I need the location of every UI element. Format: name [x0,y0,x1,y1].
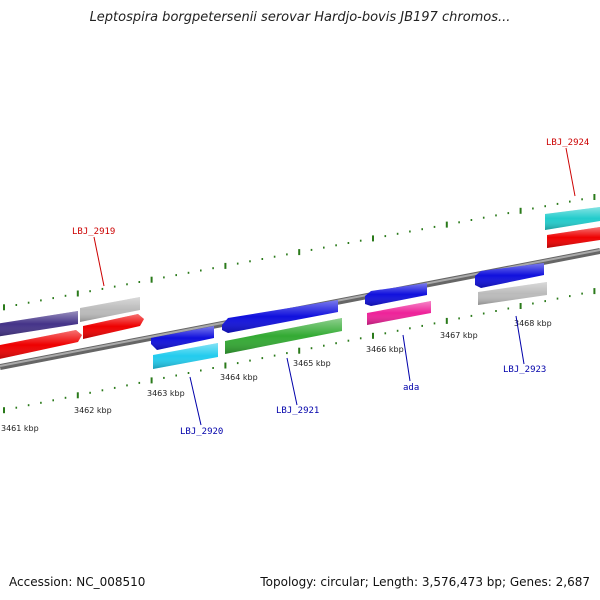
accession-text: Accession: NC_008510 [9,575,146,589]
gene-label-lbj-2919[interactable]: LBJ_2919 [72,227,115,237]
kbp-labels: 3461 kbp 3462 kbp 3463 kbp 3464 kbp 3465… [1,319,552,433]
kbp-label: 3466 kbp [366,345,404,354]
gene-label-lbj-2924[interactable]: LBJ_2924 [546,138,589,148]
kbp-label: 3461 kbp [1,424,39,433]
gene-label-lbj-2923[interactable]: LBJ_2923 [503,365,546,375]
gene-label-lbj-2920[interactable]: LBJ_2920 [180,427,223,437]
kbp-label: 3464 kbp [220,373,258,382]
map-title: Leptospira borgpetersenii serovar Hardjo… [89,10,511,25]
tick-track-lower [3,288,596,414]
kbp-label: 3467 kbp [440,331,478,340]
kbp-label: 3462 kbp [74,406,112,415]
kbp-label: 3465 kbp [293,359,331,368]
gene-label-lbj-2921[interactable]: LBJ_2921 [276,406,319,416]
gene-shading [0,207,600,369]
topology-text: Topology: circular; Length: 3,576,473 bp… [260,575,590,589]
gene-labels: LBJ_2919 LBJ_2920 LBJ_2921 ada LBJ_2923 … [72,138,589,437]
gene-label-ada[interactable]: ada [403,383,419,393]
kbp-label: 3468 kbp [514,319,552,328]
tick-track-upper [3,194,596,311]
kbp-label: 3463 kbp [147,389,185,398]
gene-label-leaders [93,147,576,426]
